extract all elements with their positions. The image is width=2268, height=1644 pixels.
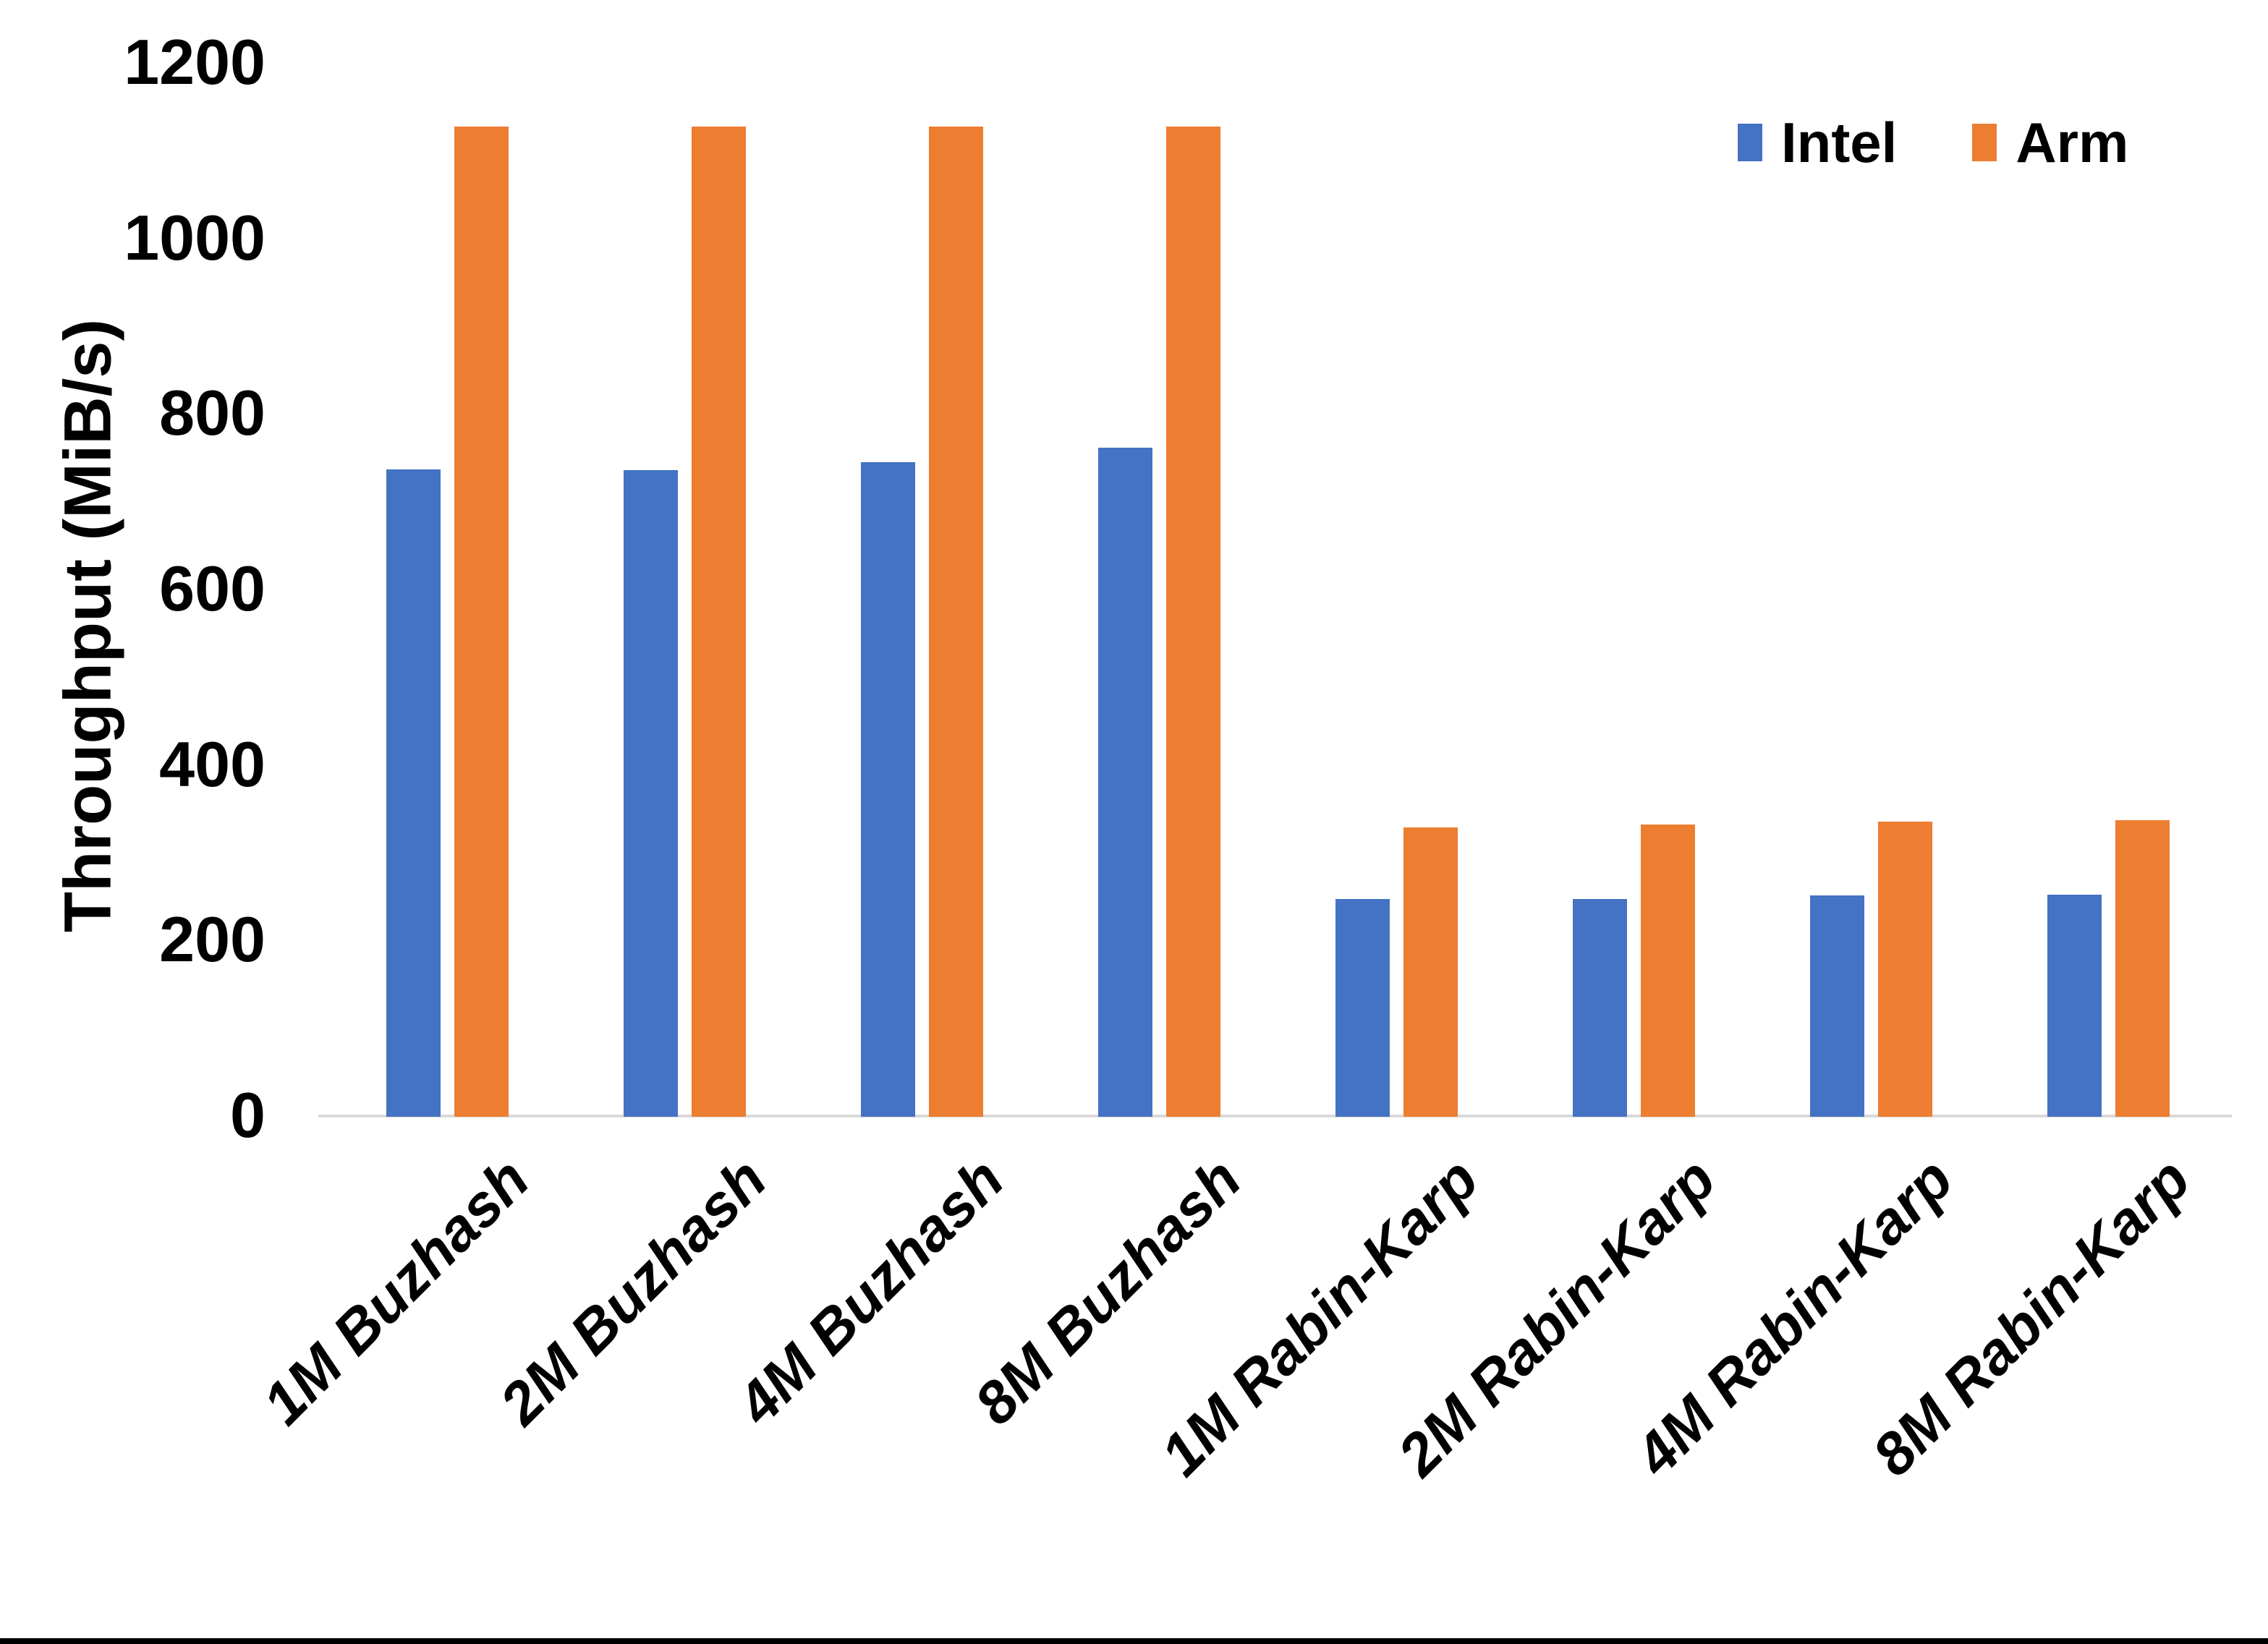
legend-swatch-icon [1738, 124, 1762, 161]
legend-label: Arm [2016, 111, 2129, 174]
bar-intel-8m-buzhash [1098, 448, 1152, 1117]
y-tick-label: 600 [159, 553, 266, 625]
bar-intel-4m-buzhash [861, 462, 915, 1117]
bar-intel-2m-rabin-karp [1573, 899, 1627, 1117]
x-category-label: 4M Rabin-Karp [1623, 1146, 1966, 1488]
legend-item-intel: Intel [1738, 114, 1897, 171]
x-axis-line [318, 1115, 2232, 1117]
y-tick-label: 400 [159, 728, 266, 800]
legend-label: Intel [1781, 111, 1898, 174]
x-category-label: 1M Rabin-Karp [1148, 1146, 1491, 1488]
bar-arm-1m-rabin-karp [1403, 827, 1458, 1117]
bar-arm-8m-buzhash [1166, 127, 1220, 1117]
y-tick-label: 1000 [124, 201, 266, 273]
y-tick-label: 800 [159, 377, 266, 449]
legend: Intel Arm [1738, 114, 2128, 171]
bar-arm-4m-rabin-karp [1878, 822, 1932, 1117]
bottom-border [0, 1638, 2268, 1644]
bar-intel-1m-buzhash [386, 469, 441, 1117]
legend-swatch-icon [1972, 124, 1997, 161]
bar-intel-2m-buzhash [624, 470, 678, 1117]
x-category-label: 8M Rabin-Karp [1860, 1146, 2203, 1488]
y-tick-label: 1200 [124, 26, 266, 98]
y-tick-label: 0 [230, 1079, 266, 1151]
bar-arm-4m-buzhash [929, 127, 983, 1117]
x-category-label: 8M Buzhash [962, 1146, 1254, 1438]
bar-intel-4m-rabin-karp [1810, 895, 1864, 1117]
legend-item-arm: Arm [1972, 114, 2128, 171]
x-category-label: 1M Buzhash [250, 1146, 542, 1438]
x-category-label: 4M Buzhash [725, 1146, 1016, 1438]
bar-intel-8m-rabin-karp [2047, 895, 2102, 1117]
bar-arm-1m-buzhash [454, 127, 509, 1117]
y-tick-label: 200 [159, 903, 266, 976]
bar-arm-8m-rabin-karp [2115, 820, 2170, 1117]
x-category-label: 2M Rabin-Karp [1385, 1146, 1728, 1488]
bar-arm-2m-rabin-karp [1641, 825, 1695, 1117]
bar-intel-1m-rabin-karp [1335, 899, 1390, 1117]
x-category-label: 2M Buzhash [488, 1146, 779, 1438]
bar-arm-2m-buzhash [692, 127, 746, 1117]
